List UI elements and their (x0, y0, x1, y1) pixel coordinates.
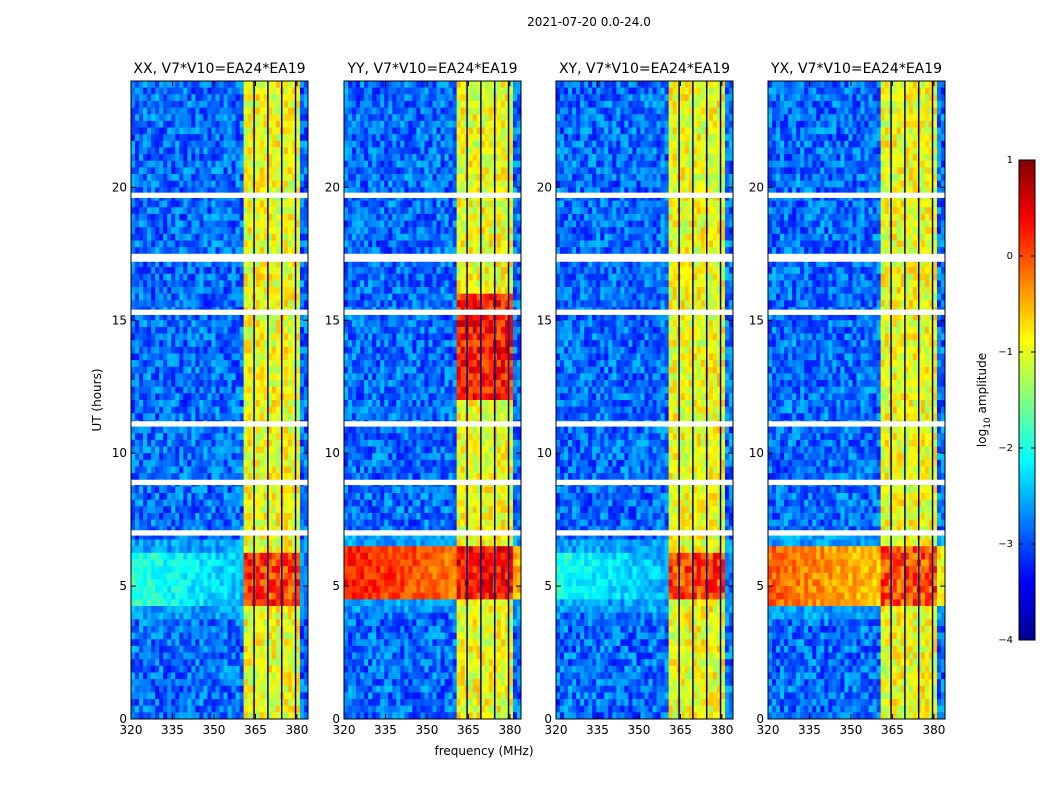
x-tick-label: 320 (757, 723, 780, 737)
colorbar-tick-label: −1 (998, 347, 1013, 358)
panel-title: XX, V7*V10=EA24*EA19 (133, 61, 305, 77)
heatmap-image (768, 81, 946, 720)
colorbar-tick-label: 0 (1007, 251, 1013, 262)
y-tick-label: 5 (119, 579, 127, 593)
y-tick-label: 5 (332, 579, 340, 593)
x-tick-label: 335 (161, 723, 184, 737)
colorbar-tick-label: −4 (998, 635, 1013, 646)
y-axis-label: UT (hours) (90, 368, 104, 431)
panel-title: YY, V7*V10=EA24*EA19 (346, 61, 517, 77)
heatmap-image (344, 81, 522, 720)
x-tick-label: 320 (545, 723, 568, 737)
figure-suptitle: 2021-07-20 0.0-24.0 (527, 15, 651, 29)
colorbar-tick-label: −3 (998, 539, 1013, 550)
axes-frame (767, 80, 946, 720)
y-tick-label: 20 (325, 180, 340, 194)
x-tick-label: 380 (285, 723, 308, 737)
x-tick-label: 380 (922, 723, 945, 737)
x-axis-label: frequency (MHz) (434, 744, 533, 758)
y-tick-label: 15 (537, 313, 552, 327)
axes-frame (130, 80, 309, 720)
y-tick-label: 10 (749, 446, 764, 460)
x-tick-label: 350 (203, 723, 226, 737)
heatmap-image (131, 81, 309, 720)
colorbar-gradient (1018, 159, 1036, 641)
x-tick-label: 365 (881, 723, 904, 737)
y-tick-label: 10 (325, 446, 340, 460)
y-tick-label: 20 (112, 180, 127, 194)
y-tick-label: 0 (332, 712, 340, 726)
axes-frame (555, 80, 734, 720)
y-tick-label: 5 (756, 579, 764, 593)
y-tick-label: 15 (749, 313, 764, 327)
x-tick-label: 365 (669, 723, 692, 737)
x-tick-label: 380 (498, 723, 521, 737)
panel-title: XY, V7*V10=EA24*EA19 (559, 61, 730, 77)
y-tick-label: 0 (756, 712, 764, 726)
y-tick-label: 0 (119, 712, 127, 726)
heatmap-panel: 320 335 350 365 380 0 5 10 15 20 YY, V7*V10=EA24*E… (325, 61, 534, 758)
x-tick-label: 350 (628, 723, 651, 737)
x-tick-label: 335 (798, 723, 821, 737)
x-tick-label: 365 (457, 723, 480, 737)
x-tick-label: 320 (333, 723, 356, 737)
x-tick-label: 350 (416, 723, 439, 737)
y-tick-label: 20 (537, 180, 552, 194)
panel-title: YX, V7*V10=EA24*EA19 (770, 61, 942, 77)
x-tick-label: 335 (586, 723, 609, 737)
heatmap-image (556, 81, 734, 720)
y-tick-label: 10 (537, 446, 552, 460)
colorbar-ticks: 1 0 −1 −2 −3 −4 (998, 155, 1035, 646)
y-tick-label: 0 (544, 712, 552, 726)
heatmap-panel: 320 335 350 365 380 0 5 10 15 20 YX, V7*V10=EA24*E… (749, 61, 946, 737)
heatmap-panels: 320 335 350 365 380 0 5 10 15 20 XX, V7*V10=EA24*E… (90, 61, 946, 758)
x-tick-label: 350 (840, 723, 863, 737)
x-tick-label: 335 (374, 723, 397, 737)
colorbar-label: log10 amplitude (975, 353, 993, 447)
colorbar-tick-label: 1 (1007, 155, 1013, 166)
x-tick-label: 365 (244, 723, 267, 737)
x-tick-label: 320 (120, 723, 143, 737)
colorbar: 1 0 −1 −2 −3 −4 log10 amplitude (975, 155, 1036, 646)
x-tick-label: 380 (710, 723, 733, 737)
heatmap-panel: 320 335 350 365 380 0 5 10 15 20 XX, V7*V10=EA24*E… (90, 61, 309, 737)
y-tick-label: 15 (325, 313, 340, 327)
y-tick-label: 20 (749, 180, 764, 194)
colorbar-tick-label: −2 (998, 443, 1013, 454)
y-tick-label: 10 (112, 446, 127, 460)
y-tick-label: 15 (112, 313, 127, 327)
y-tick-label: 5 (544, 579, 552, 593)
axes-frame (343, 80, 522, 720)
heatmap-panel: 320 335 350 365 380 0 5 10 15 20 XY, V7*V10=EA24*E… (537, 61, 734, 737)
